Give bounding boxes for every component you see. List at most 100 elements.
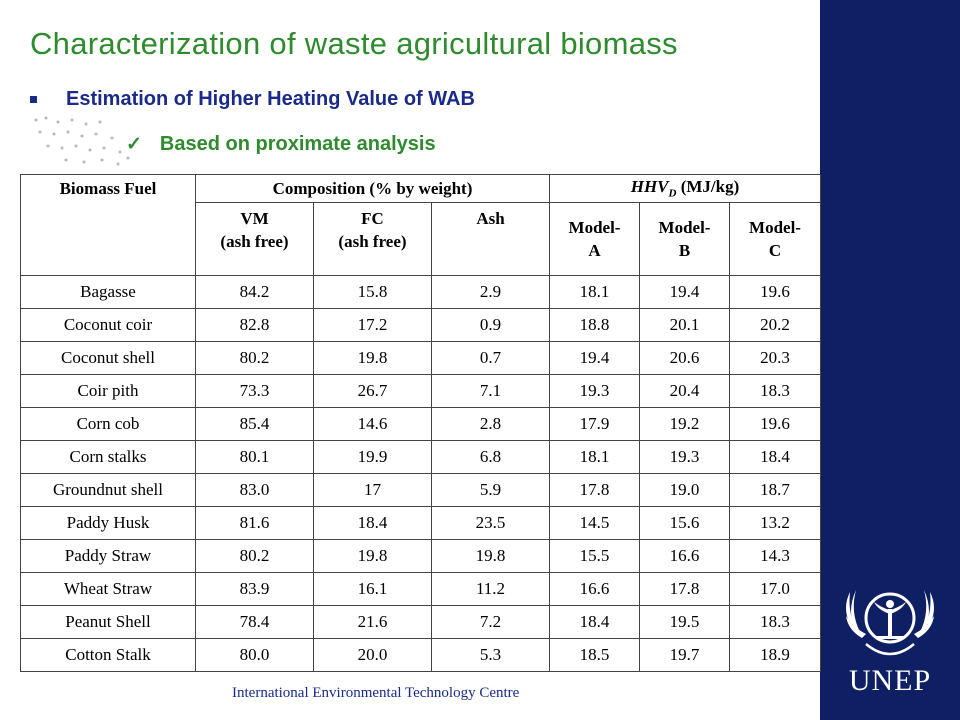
- cell-a: 15.5: [549, 539, 640, 573]
- cell-vm: 80.2: [195, 341, 314, 375]
- cell-vm: 73.3: [195, 374, 314, 408]
- cell-c: 19.6: [729, 275, 821, 309]
- cell-c: 20.2: [729, 308, 821, 342]
- cell-biomass-name: Peanut Shell: [20, 605, 196, 639]
- table-body: Bagasse 84.2 15.8 2.9 18.1 19.4 19.6 Coconut co…: [20, 275, 821, 672]
- cell-vm: 82.8: [195, 308, 314, 342]
- header-model-b-line1: Model-: [658, 218, 711, 237]
- header-model-c-line2: C: [768, 241, 782, 260]
- cell-vm: 83.9: [195, 572, 314, 606]
- cell-b: 15.6: [639, 506, 730, 540]
- header-model-a-line2: A: [588, 241, 601, 260]
- cell-a: 17.8: [549, 473, 640, 507]
- table-subheader-row: VM (ash free) FC (ash free) Ash Model- A Mo…: [21, 202, 821, 276]
- cell-c: 13.2: [729, 506, 821, 540]
- cell-a: 18.5: [549, 638, 640, 672]
- header-vm: VM (ash free): [195, 202, 314, 276]
- header-fc-line1: FC: [361, 209, 384, 228]
- cell-vm: 80.1: [195, 440, 314, 474]
- table-row: Corn stalks 80.1 19.9 6.8 18.1 19.3 18.4: [20, 440, 821, 474]
- cell-biomass-name: Paddy Husk: [20, 506, 196, 540]
- cell-b: 19.0: [639, 473, 730, 507]
- cell-a: 18.8: [549, 308, 640, 342]
- table-row: Paddy Husk 81.6 18.4 23.5 14.5 15.6 13.2: [20, 506, 821, 540]
- cell-c: 18.3: [729, 374, 821, 408]
- cell-biomass-name: Corn stalks: [20, 440, 196, 474]
- cell-ash: 11.2: [431, 572, 550, 606]
- cell-ash: 6.8: [431, 440, 550, 474]
- cell-biomass-name: Bagasse: [20, 275, 196, 309]
- cell-b: 17.8: [639, 572, 730, 606]
- header-ash: Ash: [431, 202, 550, 276]
- cell-ash: 7.2: [431, 605, 550, 639]
- cell-biomass-name: Paddy Straw: [20, 539, 196, 573]
- table-row: Wheat Straw 83.9 16.1 11.2 16.6 17.8 17.0: [20, 572, 821, 606]
- cell-a: 18.1: [549, 275, 640, 309]
- cell-vm: 83.0: [195, 473, 314, 507]
- bullet-level-1: Estimation of Higher Heating Value of WA…: [30, 88, 475, 111]
- table-row: Paddy Straw 80.2 19.8 19.8 15.5 16.6 14.3: [20, 539, 821, 573]
- header-fc-line2: (ash free): [338, 232, 407, 251]
- dotted-watermark: [34, 116, 130, 166]
- cell-ash: 2.8: [431, 407, 550, 441]
- header-biomass-fuel: Biomass Fuel: [20, 174, 196, 276]
- cell-biomass-name: Wheat Straw: [20, 572, 196, 606]
- cell-ash: 5.9: [431, 473, 550, 507]
- cell-b: 19.7: [639, 638, 730, 672]
- cell-fc: 16.1: [313, 572, 432, 606]
- cell-c: 20.3: [729, 341, 821, 375]
- cell-a: 14.5: [549, 506, 640, 540]
- header-composition: Composition (% by weight): [195, 174, 550, 203]
- cell-ash: 23.5: [431, 506, 550, 540]
- cell-fc: 21.6: [313, 605, 432, 639]
- cell-c: 18.7: [729, 473, 821, 507]
- cell-fc: 18.4: [313, 506, 432, 540]
- footer-organization: International Environmental Technology C…: [232, 685, 520, 701]
- header-model-c-line1: Model-: [749, 218, 801, 237]
- cell-b: 19.2: [639, 407, 730, 441]
- cell-ash: 2.9: [431, 275, 550, 309]
- header-model-c: Model- C: [729, 202, 821, 276]
- header-model-a-line1: Model-: [568, 218, 621, 237]
- cell-biomass-name: Coir pith: [20, 374, 196, 408]
- cell-fc: 17: [313, 473, 432, 507]
- cell-fc: 19.9: [313, 440, 432, 474]
- cell-b: 16.6: [639, 539, 730, 573]
- table-row: Peanut Shell 78.4 21.6 7.2 18.4 19.5 18.3: [20, 605, 821, 639]
- cell-ash: 0.7: [431, 341, 550, 375]
- cell-biomass-name: Corn cob: [20, 407, 196, 441]
- hhv-label: HHV: [630, 177, 669, 197]
- header-model-a: Model- A: [549, 202, 640, 276]
- cell-c: 19.6: [729, 407, 821, 441]
- cell-a: 18.1: [549, 440, 640, 474]
- cell-a: 18.4: [549, 605, 640, 639]
- header-vm-line1: VM: [240, 209, 269, 228]
- cell-b: 19.3: [639, 440, 730, 474]
- cell-fc: 15.8: [313, 275, 432, 309]
- header-model-b-line2: B: [678, 241, 691, 260]
- unep-logo-text: UNEP: [848, 664, 932, 697]
- cell-b: 20.6: [639, 341, 730, 375]
- cell-c: 17.0: [729, 572, 821, 606]
- header-model-b: Model- B: [639, 202, 730, 276]
- header-vm-line2: (ash free): [220, 232, 289, 251]
- cell-a: 17.9: [549, 407, 640, 441]
- cell-fc: 14.6: [313, 407, 432, 441]
- table-row: Coconut shell 80.2 19.8 0.7 19.4 20.6 20.3: [20, 341, 821, 375]
- cell-c: 18.3: [729, 605, 821, 639]
- bullet-level-2: ✓ Based on proximate analysis: [126, 133, 436, 156]
- table-row: Cotton Stalk 80.0 20.0 5.3 18.5 19.7 18.9: [20, 638, 821, 672]
- header-hhv: HHVD (MJ/kg): [549, 174, 821, 203]
- hhv-subscript: D: [668, 187, 677, 200]
- cell-vm: 80.2: [195, 539, 314, 573]
- cell-a: 19.3: [549, 374, 640, 408]
- header-fc: FC (ash free): [313, 202, 432, 276]
- cell-vm: 85.4: [195, 407, 314, 441]
- bullet-level-2-text: Based on proximate analysis: [159, 133, 436, 155]
- cell-fc: 19.8: [313, 539, 432, 573]
- cell-fc: 19.8: [313, 341, 432, 375]
- table-row: Coir pith 73.3 26.7 7.1 19.3 20.4 18.3: [20, 374, 821, 408]
- cell-fc: 17.2: [313, 308, 432, 342]
- cell-c: 14.3: [729, 539, 821, 573]
- cell-biomass-name: Coconut coir: [20, 308, 196, 342]
